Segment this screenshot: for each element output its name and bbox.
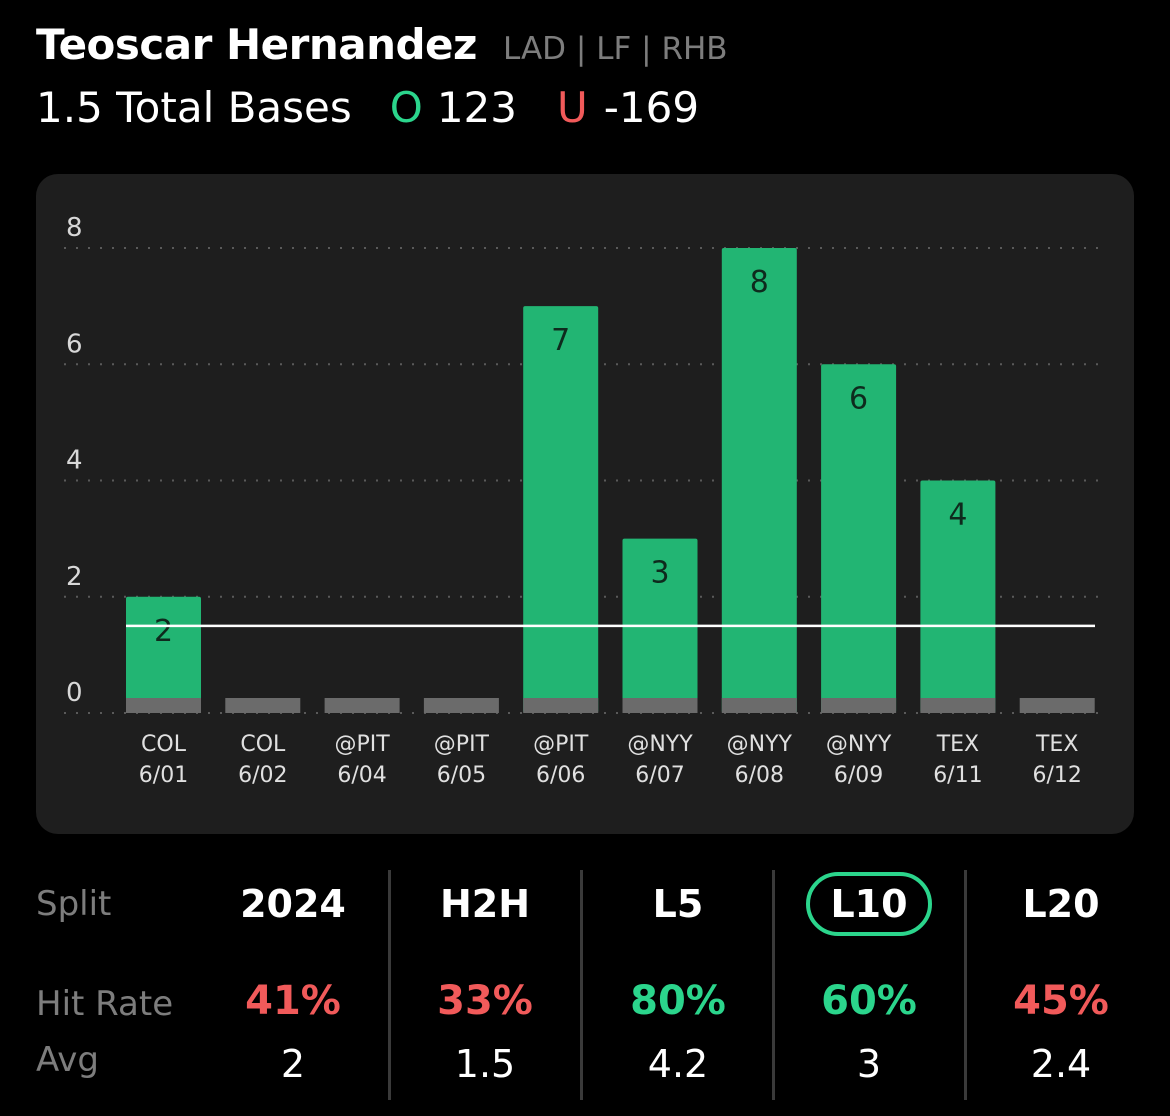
split-row-label: Split: [36, 884, 112, 924]
hit-rate-value: 33%: [437, 978, 533, 1024]
bar-value-label: 4: [948, 498, 967, 533]
bar-base: [523, 698, 599, 713]
bar-base: [423, 698, 499, 713]
over-icon: O: [389, 83, 423, 132]
x-tick-date: 6/09: [834, 763, 883, 788]
avg-row-label: Avg: [36, 1040, 99, 1080]
bar: [821, 364, 897, 713]
game-log-chart: 0 2 4 6 8 2 COL 6/01 COL 6/02 @PIT 6/04 @PIT 6/05 7 @PI…: [36, 174, 1134, 834]
hit-rate-value: 80%: [630, 978, 726, 1024]
avg-value: 4.2: [647, 1042, 709, 1086]
y-tick-label: 6: [66, 329, 83, 359]
y-tick-label: 4: [66, 446, 83, 476]
column-divider: [772, 870, 775, 1100]
x-tick-date: 6/05: [437, 763, 486, 788]
bar-value-label: 7: [551, 323, 570, 358]
bar: [523, 306, 599, 713]
x-tick-team: COL: [141, 732, 187, 757]
avg-value: 1.5: [454, 1042, 516, 1086]
bar-value-label: 3: [650, 556, 669, 591]
bar-base: [126, 698, 201, 713]
splits-table: Split Hit Rate Avg 2024 41% 2 H2H 33% 1.5 L5 80…: [0, 860, 1170, 1116]
hit-rate-value: 41%: [245, 978, 341, 1024]
x-tick-date: 6/12: [1032, 763, 1081, 788]
x-tick-date: 6/01: [139, 763, 188, 788]
prop-line-label: 1.5 Total Bases: [36, 83, 352, 132]
y-tick-label: 2: [66, 562, 83, 592]
x-tick-team: TEX: [936, 732, 979, 757]
bar-chart: 0 2 4 6 8 2 COL 6/01 COL 6/02 @PIT 6/04 @PIT 6/05 7 @PI…: [64, 213, 1098, 788]
x-tick-date: 6/04: [337, 763, 386, 788]
player-name: Teoscar Hernandez: [36, 20, 477, 69]
bar-value-label: 8: [750, 265, 769, 300]
avg-value: 2.4: [1030, 1042, 1092, 1086]
x-tick-date: 6/02: [238, 763, 287, 788]
x-tick-team: @PIT: [533, 732, 589, 757]
x-tick-team: @NYY: [627, 732, 693, 757]
hit-rate-value: 60%: [821, 978, 917, 1024]
bar-value-label: 2: [154, 614, 173, 649]
bar-base: [324, 698, 400, 713]
x-tick-team: @PIT: [334, 732, 390, 757]
x-tick-team: @NYY: [727, 732, 793, 757]
bar-base: [225, 698, 301, 713]
split-tab-l20[interactable]: L20: [966, 882, 1156, 926]
under-icon: U: [556, 83, 588, 132]
x-tick-date: 6/11: [933, 763, 982, 788]
split-tab-label: 2024: [240, 882, 346, 926]
header: Teoscar Hernandez LAD | LF | RHB 1.5 Tot…: [36, 20, 728, 132]
bar-base: [721, 698, 797, 713]
player-row: Teoscar Hernandez LAD | LF | RHB: [36, 20, 728, 69]
split-tab-l10[interactable]: L10: [774, 872, 964, 936]
x-tick-team: @PIT: [434, 732, 490, 757]
bar-base: [920, 698, 996, 713]
split-tab-label: L20: [1022, 882, 1100, 926]
under-odds[interactable]: -169: [603, 83, 700, 132]
player-meta: LAD | LF | RHB: [502, 31, 728, 67]
column-divider: [388, 870, 391, 1100]
avg-value: 3: [856, 1042, 882, 1086]
x-tick-date: 6/06: [536, 763, 585, 788]
avg-value: 2: [280, 1042, 306, 1086]
y-tick-label: 8: [66, 213, 83, 243]
prop-line-row: 1.5 Total Bases O 123 U -169: [36, 83, 728, 132]
x-tick-date: 6/07: [635, 763, 684, 788]
bar: [721, 248, 797, 713]
split-tab-2024[interactable]: 2024: [198, 882, 388, 926]
bar-base: [1019, 698, 1095, 713]
x-tick-date: 6/08: [735, 763, 784, 788]
column-divider: [580, 870, 583, 1100]
split-tab-l5[interactable]: L5: [583, 882, 773, 926]
split-tab-h2h[interactable]: H2H: [390, 882, 580, 926]
bar: [920, 480, 996, 713]
x-tick-team: COL: [240, 732, 286, 757]
bar-base: [821, 698, 897, 713]
bar-value-label: 6: [849, 381, 868, 416]
split-tab-label: L10: [806, 872, 932, 936]
bar-base: [622, 698, 698, 713]
split-tab-label: L5: [652, 882, 704, 926]
split-tab-label: H2H: [439, 882, 531, 926]
x-tick-team: @NYY: [826, 732, 892, 757]
hit-rate-row-label: Hit Rate: [36, 984, 174, 1024]
hit-rate-value: 45%: [1013, 978, 1109, 1024]
column-divider: [964, 870, 967, 1100]
y-tick-label: 0: [66, 678, 83, 708]
x-tick-team: TEX: [1035, 732, 1078, 757]
over-odds[interactable]: 123: [436, 83, 517, 132]
